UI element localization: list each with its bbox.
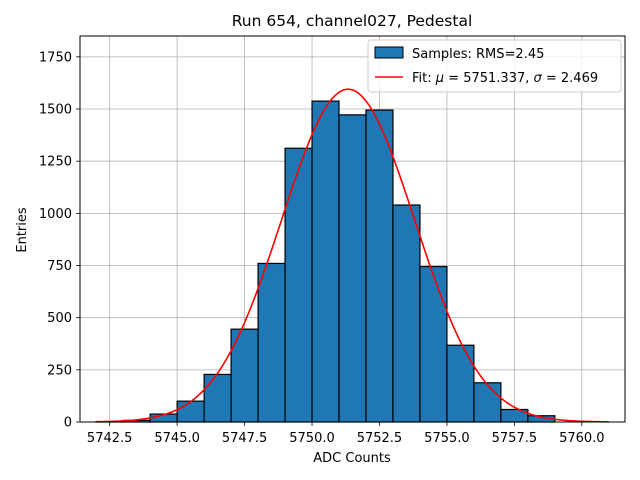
- legend-fit-prefix: Fit:: [412, 71, 436, 86]
- x-axis-label: ADC Counts: [313, 451, 391, 466]
- histogram-bar: [176, 400, 205, 423]
- legend-fit-mu-value: = 5751.337,: [444, 71, 533, 86]
- x-tick-label: 5742.5: [87, 431, 133, 446]
- histogram-bar: [473, 382, 502, 423]
- legend: Samples: RMS=2.45 Fit: μ = 5751.337, σ =…: [367, 39, 622, 93]
- y-tick-label: 0: [64, 416, 72, 431]
- x-tick-label: 5747.5: [222, 431, 268, 446]
- chart-title: Run 654, channel027, Pedestal: [232, 12, 473, 30]
- gaussian-fit-curve: [96, 88, 609, 423]
- histogram-bar: [284, 147, 313, 423]
- histogram-bar: [203, 373, 232, 423]
- histogram-bar: [338, 114, 367, 423]
- histogram-bar: [392, 204, 421, 423]
- histogram-bar: [365, 109, 394, 423]
- legend-histogram-swatch: [374, 46, 404, 59]
- x-tick-label: 5745.0: [154, 431, 200, 446]
- y-tick-label: 1250: [39, 155, 72, 170]
- y-tick-label: 750: [47, 259, 72, 274]
- y-tick-label: 250: [47, 363, 72, 378]
- histogram-bar: [311, 100, 340, 423]
- legend-fit-label: Fit: μ = 5751.337, σ = 2.469: [412, 71, 598, 86]
- legend-box: [367, 39, 622, 93]
- legend-fit-mu-symbol: μ: [435, 71, 444, 86]
- x-tick-label: 5752.5: [357, 431, 403, 446]
- x-tick-label: 5757.5: [492, 431, 538, 446]
- x-tick-label: 5755.0: [424, 431, 470, 446]
- legend-fit-sigma-value: = 2.469: [542, 71, 598, 86]
- y-tick-label: 500: [47, 311, 72, 326]
- x-axis-ticks: 5742.5 5745.0 5747.5 5750.0 5752.5 5755.0 5757…: [87, 422, 605, 446]
- y-axis-ticks: 0 250 500 750 1000 1250 1500 1750: [39, 50, 80, 431]
- legend-fit-sigma-symbol: σ: [534, 71, 543, 86]
- x-tick-label: 5760.0: [559, 431, 605, 446]
- histogram-bar: [257, 262, 286, 423]
- y-tick-label: 1500: [39, 103, 72, 118]
- y-axis-label: Entries: [15, 207, 30, 253]
- x-tick-label: 5750.0: [289, 431, 335, 446]
- y-tick-label: 1750: [39, 50, 72, 65]
- legend-histogram-label: Samples: RMS=2.45: [412, 47, 544, 62]
- histogram-bar: [446, 344, 475, 423]
- histogram-bar: [419, 265, 448, 423]
- y-tick-label: 1000: [39, 207, 72, 222]
- fit-curve-layer: [96, 88, 609, 423]
- plot-area-frame: [79, 35, 626, 423]
